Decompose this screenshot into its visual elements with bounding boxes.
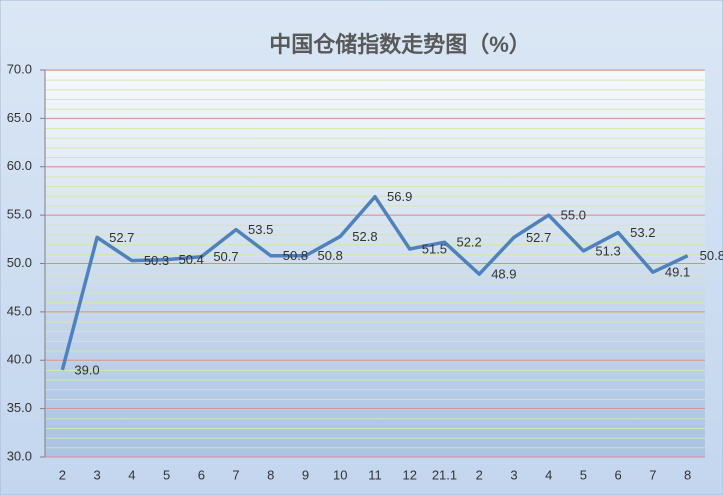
data-label: 48.9	[491, 267, 516, 282]
x-tick-label: 8	[684, 467, 691, 482]
data-label: 50.8	[283, 248, 308, 263]
data-label: 50.4	[179, 252, 204, 267]
data-label: 50.8	[318, 248, 343, 263]
x-tick-label: 11	[368, 467, 382, 482]
data-label: 51.5	[422, 241, 447, 256]
x-tick-label: 8	[267, 467, 274, 482]
y-tick-label: 50.0	[7, 255, 32, 270]
data-label: 52.2	[456, 235, 481, 250]
data-label: 56.9	[387, 189, 412, 204]
y-tick-label: 55.0	[7, 207, 32, 222]
x-tick-label: 7	[649, 467, 656, 482]
x-tick-label: 21.1	[432, 467, 457, 482]
x-tick-label: 4	[545, 467, 552, 482]
x-tick-label: 5	[580, 467, 587, 482]
data-label: 53.5	[248, 222, 273, 237]
data-label: 52.8	[352, 229, 377, 244]
data-label: 53.2	[630, 225, 655, 240]
data-label: 50.8	[700, 248, 723, 263]
data-label: 39.0	[74, 362, 99, 377]
y-tick-label: 40.0	[7, 352, 32, 367]
y-tick-label: 45.0	[7, 303, 32, 318]
data-label: 52.7	[526, 230, 551, 245]
x-tick-label: 2	[59, 467, 66, 482]
data-label: 55.0	[561, 208, 586, 223]
data-line	[60, 194, 689, 371]
x-tick-label: 6	[615, 467, 622, 482]
x-tick-label: 3	[93, 467, 100, 482]
y-tick-label: 60.0	[7, 158, 32, 173]
x-tick-label: 12	[403, 467, 417, 482]
y-tick-label: 35.0	[7, 400, 32, 415]
data-label: 52.7	[109, 230, 134, 245]
x-tick-label: 4	[128, 467, 135, 482]
x-tick-label: 6	[198, 467, 205, 482]
x-tick-label: 10	[333, 467, 347, 482]
x-tick-label: 9	[302, 467, 309, 482]
y-tick-label: 65.0	[7, 110, 32, 125]
chart-title: 中国仓储指数走势图（%）	[269, 32, 531, 57]
y-tick-label: 70.0	[7, 61, 32, 76]
x-tick-label: 3	[510, 467, 517, 482]
x-tick-label: 2	[476, 467, 483, 482]
y-tick-label: 30.0	[7, 448, 32, 463]
data-label: 51.3	[595, 243, 620, 258]
data-label: 50.7	[213, 249, 238, 264]
data-label: 50.3	[144, 253, 169, 268]
x-tick-label: 7	[232, 467, 239, 482]
data-label: 49.1	[665, 265, 690, 280]
x-tick-label: 5	[163, 467, 170, 482]
